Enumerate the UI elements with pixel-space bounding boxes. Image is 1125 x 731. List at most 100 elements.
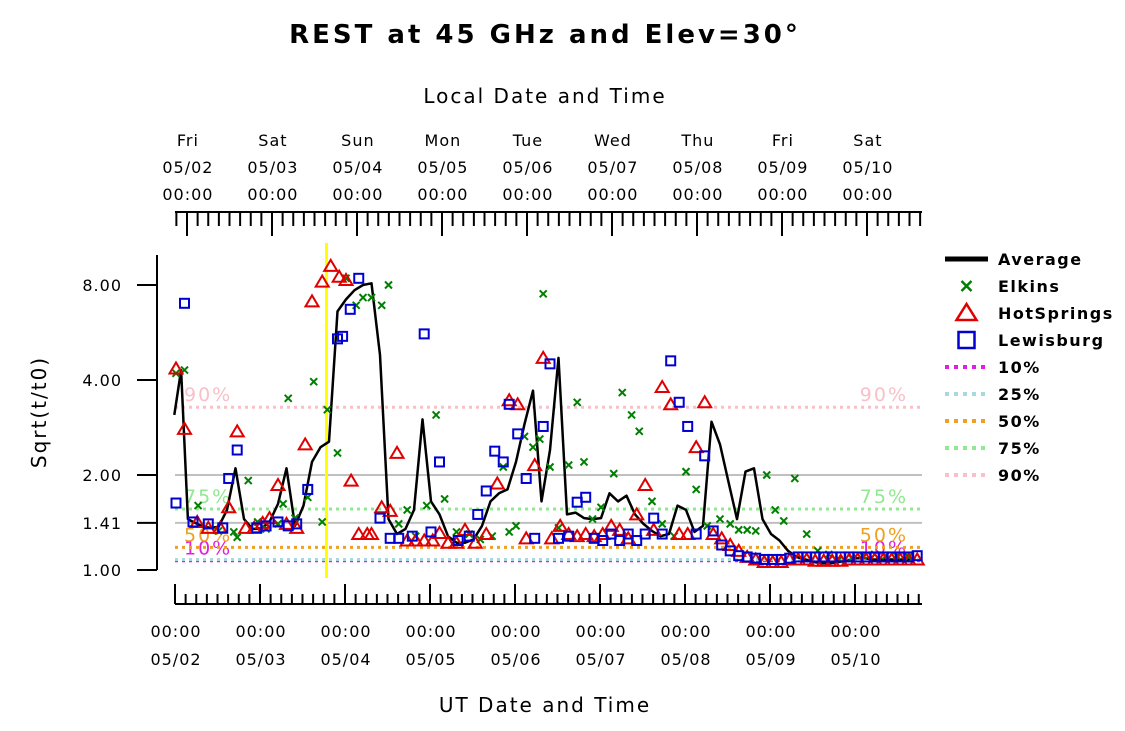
y-tick-label: 1.41: [82, 514, 122, 533]
lewisburg-point: [529, 532, 541, 544]
lewisburg-point: [418, 328, 430, 340]
top-axis-label: Local Date and Time: [423, 84, 666, 108]
elkins-point: [377, 301, 386, 310]
bottom-tick-date: 05/05: [405, 650, 456, 669]
lewisburg-point: [631, 535, 643, 547]
bottom-tick-time: 00:00: [320, 622, 371, 641]
lewisburg-point: [639, 528, 651, 540]
hotsprings-point: [337, 271, 355, 286]
legend-swatch-elkins: [960, 280, 973, 292]
hotsprings-point: [373, 499, 390, 514]
top-tick-time: 00:00: [672, 185, 723, 204]
elkins-point: [431, 410, 441, 420]
elkins-point: [725, 519, 735, 529]
lewisburg-point: [374, 512, 386, 524]
lewisburg-point: [544, 358, 556, 370]
elkins-point: [609, 469, 618, 478]
hotsprings-point: [602, 517, 620, 532]
elkins-point: [588, 514, 597, 524]
lewisburg-point: [231, 444, 243, 456]
lewisburg-point: [425, 526, 437, 538]
bottom-tick-time: 00:00: [575, 622, 626, 641]
y-tick-label: 4.00: [82, 371, 122, 390]
lewisburg-point: [537, 420, 549, 432]
top-tick-date: 05/07: [587, 158, 638, 177]
lewisburg-point: [463, 530, 475, 542]
elkins-point: [384, 280, 393, 290]
lewisburg-point: [497, 456, 509, 468]
elkins-point: [779, 516, 788, 526]
hotsprings-point: [342, 472, 360, 487]
lewisburg-point: [217, 522, 229, 534]
hotsprings-point: [628, 506, 645, 521]
hotsprings-point: [466, 534, 484, 549]
elkins-point: [333, 448, 342, 458]
top-tick-time: 00:00: [502, 185, 553, 204]
elkins-point: [596, 503, 606, 512]
hotsprings-point: [551, 517, 569, 532]
legend-swatch-lewisburg: [957, 330, 976, 350]
elkins-point: [193, 501, 203, 510]
hotsprings-point: [330, 268, 348, 283]
lewisburg-point: [512, 428, 524, 440]
hotsprings-point: [388, 444, 406, 459]
elkins-point: [715, 514, 725, 524]
hotsprings-point: [269, 476, 287, 491]
legend-label: Elkins: [998, 277, 1060, 296]
percentile-label-right: 75%: [860, 486, 908, 508]
legend-swatch-hotsprings: [954, 301, 979, 322]
elkins-point: [244, 476, 253, 485]
legend-label: 10%: [998, 358, 1041, 377]
hotsprings-point: [704, 526, 722, 541]
elkins-point: [309, 377, 318, 386]
series-layer: [167, 257, 926, 569]
hotsprings-point: [696, 394, 713, 409]
lewisburg-point: [223, 472, 235, 484]
elkins-point: [283, 394, 293, 403]
hotsprings-point: [381, 502, 399, 517]
lewisburg-point: [614, 535, 626, 547]
hotsprings-point: [322, 257, 339, 272]
elkins-point: [317, 517, 327, 527]
bottom-tick-time: 00:00: [660, 622, 711, 641]
lewisburg-point: [690, 528, 702, 540]
lewisburg-point: [622, 528, 634, 540]
elkins-point: [367, 293, 376, 302]
lewisburg-point: [605, 528, 617, 540]
lewisburg-point: [699, 450, 711, 462]
top-tick-day: Sun: [341, 131, 374, 150]
bottom-tick-date: 05/06: [490, 650, 541, 669]
y-axis-label: Sqrt(t/t0): [27, 356, 51, 468]
bottom-tick-date: 05/02: [150, 650, 201, 669]
top-tick-time: 00:00: [247, 185, 298, 204]
hotsprings-point: [228, 423, 246, 438]
top-tick-date: 05/10: [842, 158, 893, 177]
hotsprings-point: [670, 526, 688, 541]
lewisburg-point: [472, 508, 484, 520]
bottom-tick-date: 05/03: [235, 650, 286, 669]
hotsprings-point: [439, 534, 457, 549]
grid-lines: [175, 474, 922, 524]
hotsprings-point: [653, 379, 671, 394]
percentile-label-left: 75%: [184, 486, 232, 508]
top-tick-day: Sat: [853, 131, 882, 150]
lewisburg-point: [656, 528, 668, 540]
top-tick-day: Fri: [177, 131, 199, 150]
lewisburg-point: [673, 396, 685, 408]
percentile-label-left: 90%: [184, 384, 232, 406]
lewisburg-point: [682, 420, 694, 432]
elkins-point: [627, 410, 636, 420]
elkins-point: [771, 505, 780, 515]
lewisburg-point: [187, 516, 199, 528]
top-tick-date: 05/03: [247, 158, 298, 177]
top-tick-date: 05/02: [162, 158, 213, 177]
top-tick-time: 00:00: [332, 185, 383, 204]
lewisburg-point: [302, 483, 314, 495]
elkins-point: [229, 527, 239, 537]
elkins-point: [790, 474, 800, 483]
hotsprings-point: [176, 420, 193, 435]
elkins-point: [538, 289, 548, 299]
x-axis-label: UT Date and Time: [439, 693, 651, 717]
elkins-point: [440, 494, 449, 504]
